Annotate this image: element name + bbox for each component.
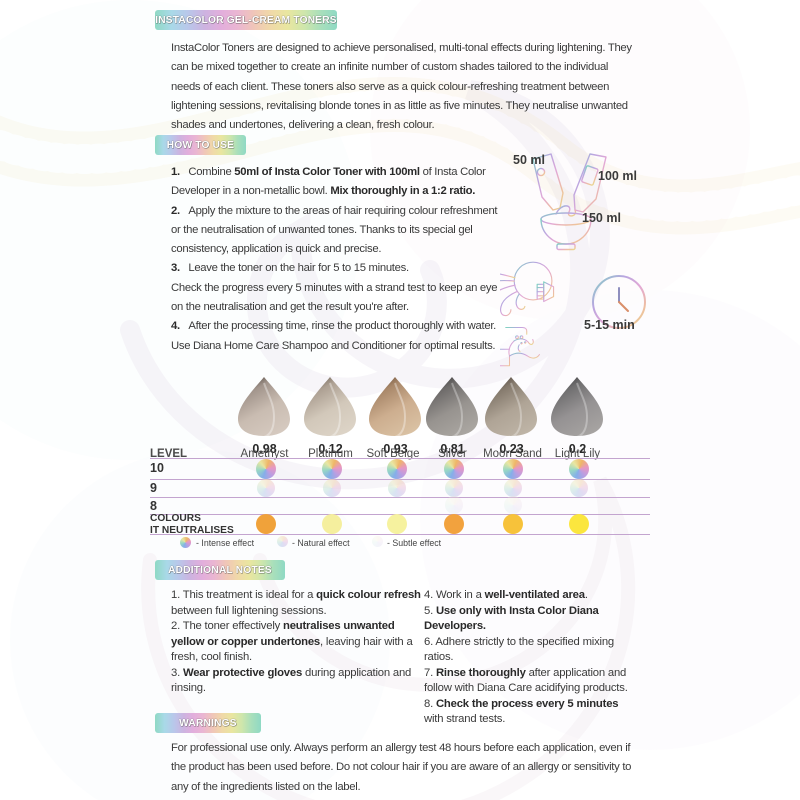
svg-text:100 ml: 100 ml [598,169,637,183]
svg-text:150 ml: 150 ml [582,211,621,225]
svg-text:50 ml: 50 ml [513,153,545,167]
svg-text:5-15 min: 5-15 min [584,318,635,332]
